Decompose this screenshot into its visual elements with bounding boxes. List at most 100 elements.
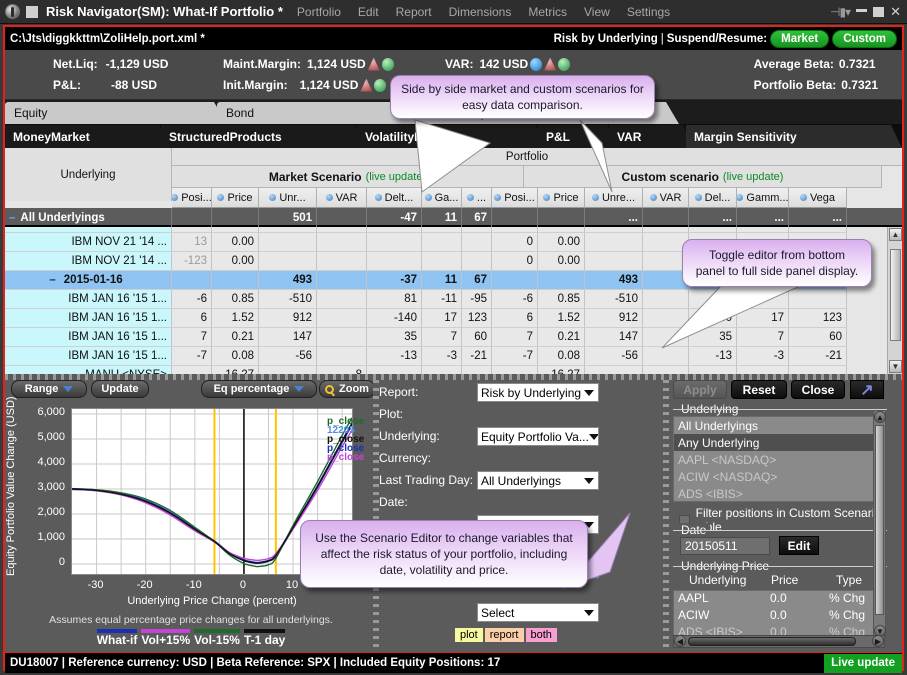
expand-panel-icon[interactable]: ↗ (850, 380, 884, 399)
panel-drag-handle[interactable] (5, 374, 902, 380)
scroll-thumb[interactable] (890, 249, 901, 341)
table-vertical-scrollbar[interactable]: ▲ ▼ (887, 227, 902, 374)
column-header-custom-13[interactable]: Vega (789, 188, 847, 208)
report-tab-bar[interactable]: MoneyMarket StructuredProducts Volatilit… (5, 124, 902, 148)
plot-select[interactable]: Equity Portfolio Va... (477, 427, 599, 446)
menu-item-view[interactable]: View (584, 4, 610, 19)
column-header-custom-8[interactable]: Price (538, 188, 585, 208)
list-item[interactable]: All Underlyings (674, 417, 875, 434)
row-label-cell[interactable]: IBM NOV 21 '14 ... (5, 227, 172, 233)
scroll-right-arrow[interactable]: ▶ (872, 635, 884, 647)
tab-structuredproducts[interactable]: StructuredProducts (161, 125, 366, 148)
table-total-row[interactable]: – All Underlyings 501 -47 11 67............ (5, 208, 902, 227)
menu-item-portfolio[interactable]: Portfolio (296, 4, 341, 19)
scenario-date-input[interactable]: 20150511 (680, 537, 770, 555)
warning-icon[interactable] (544, 57, 557, 71)
underlying-select[interactable]: All Underlyings (477, 471, 599, 490)
scroll-down-arrow[interactable]: ▼ (889, 360, 902, 373)
apply-button[interactable]: Apply (673, 380, 727, 399)
column-header-market-1[interactable]: Price (212, 188, 259, 208)
table-row[interactable]: IBM NOV 21 '14 ... 13 0.00 0 0.00 (5, 233, 885, 252)
underlying-price-table[interactable]: AAPL 0.0 % Chg ACIW 0.0 % Chg ADS <IBIS>… (673, 590, 876, 636)
warning-icon[interactable] (360, 78, 373, 92)
menu-item-settings[interactable]: Settings (626, 4, 671, 19)
column-header-underlying[interactable]: Underlying (5, 148, 172, 201)
tab-pnl[interactable]: P&L (538, 125, 618, 148)
list-item[interactable]: ADS <IBIS> (674, 485, 875, 501)
underlying-listbox[interactable]: All Underlyings Any Underlying AAPL <NAS… (673, 416, 876, 502)
table-row[interactable]: IBM JAN 16 '15 1... -7 0.08 -56 -13 -3 -21 -7 0.… (5, 347, 885, 366)
table-row[interactable]: ACIW 0.0 % Chg (674, 608, 875, 625)
recycle-icon[interactable] (374, 78, 387, 92)
plot-pill-button[interactable]: plot (455, 628, 483, 642)
eq-percentage-dropdown[interactable]: Eq percentage (201, 380, 317, 398)
close-icon[interactable]: ✕ (890, 3, 901, 19)
info-icon[interactable] (530, 57, 543, 71)
row-label-cell[interactable]: IBM JAN 16 '15 1... (5, 309, 172, 328)
row-label-cell[interactable]: IBM NOV 21 '14 ... (5, 233, 172, 252)
reset-button[interactable]: Reset (731, 380, 787, 399)
column-header-custom-11[interactable]: Del... (689, 188, 737, 208)
warning-icon[interactable] (367, 57, 380, 71)
column-header-market-0[interactable]: Posi... (172, 188, 212, 208)
column-header-custom-7[interactable]: Posi... (492, 188, 538, 208)
live-update-badge[interactable]: Live update (824, 653, 902, 673)
both-pill-button[interactable]: both (525, 628, 557, 642)
menu-item-edit[interactable]: Edit (357, 4, 379, 19)
row-label-cell[interactable]: MANU <NYSE> (5, 366, 172, 374)
scroll-thumb[interactable] (875, 425, 884, 615)
column-header-market-6[interactable]: ... (462, 188, 492, 208)
tab-margin-sensitivity[interactable]: Margin Sensitivity (686, 125, 902, 148)
scroll-left-arrow[interactable]: ◀ (674, 635, 686, 647)
custom-toggle-button[interactable]: Custom (832, 29, 897, 48)
tab-equity[interactable]: Equity (5, 102, 227, 124)
plot-report-both-buttons[interactable]: plot report both (455, 628, 557, 642)
tab-volatilityproducts[interactable]: VolatilityProducts (357, 125, 547, 148)
menu-item-metrics[interactable]: Metrics (528, 4, 568, 19)
report-select[interactable]: Risk by Underlying (477, 383, 599, 402)
collapse-icon[interactable]: – (49, 274, 56, 286)
menu-bar[interactable]: Portfolio Edit Report Dimensions Metrics… (297, 5, 670, 19)
range-dropdown-button[interactable]: Range (11, 380, 87, 398)
total-row-label[interactable]: – All Underlyings (5, 208, 172, 227)
row-label-cell[interactable]: IBM JAN 16 '15 1... (5, 328, 172, 347)
tab-var[interactable]: VAR (609, 125, 694, 148)
column-header-custom-9[interactable]: Unre... (585, 188, 643, 208)
column-header-custom-10[interactable]: VAR (643, 188, 689, 208)
scenario-panel-vertical-scrollbar[interactable]: ▲ ▼ (873, 410, 886, 638)
report-pill-button[interactable]: report (484, 628, 524, 642)
menu-item-dimensions[interactable]: Dimensions (448, 4, 512, 19)
recycle-icon[interactable] (381, 57, 394, 71)
column-header-market-5[interactable]: Ga... (422, 188, 462, 208)
date-edit-button[interactable]: Edit (779, 536, 819, 555)
list-item[interactable]: ACIW <NASDAQ> (674, 468, 875, 485)
panel-divider-right[interactable] (663, 380, 669, 648)
tab-moneymarket[interactable]: MoneyMarket (5, 125, 170, 148)
column-header-market-4[interactable]: Delt... (367, 188, 422, 208)
recycle-icon[interactable] (558, 57, 571, 71)
list-item[interactable]: Any Underlying (674, 434, 875, 451)
date-select[interactable]: Select (477, 603, 599, 622)
maximize-button[interactable] (873, 6, 885, 17)
collapse-icon[interactable]: – (9, 211, 16, 224)
menu-item-report[interactable]: Report (395, 4, 432, 19)
table-row[interactable]: MANU <NYSE> 16.27 8 16.27 (5, 366, 885, 374)
chart-plot-area[interactable] (71, 408, 353, 575)
scroll-up-arrow[interactable]: ▲ (874, 411, 886, 423)
table-row[interactable]: ADS <IBIS> 0.0 % Chg (674, 625, 875, 635)
scroll-up-arrow[interactable]: ▲ (889, 228, 902, 241)
table-row[interactable]: IBM NOV 21 '14 ... 1211.15 011.05 (5, 227, 885, 233)
table-row[interactable]: IBM JAN 16 '15 1... 7 0.21 147 35 7 60 7 0.21 147… (5, 328, 885, 347)
scroll-thumb[interactable] (688, 637, 856, 646)
row-label-cell[interactable]: IBM JAN 16 '15 1... (5, 290, 172, 309)
table-row[interactable]: AAPL 0.0 % Chg (674, 591, 875, 608)
row-label-cell[interactable]: IBM NOV 21 '14 ... (5, 252, 172, 271)
minimize-button[interactable] (856, 9, 868, 12)
market-toggle-button[interactable]: Market (770, 29, 830, 48)
list-item[interactable]: AAPL <NASDAQ> (674, 451, 875, 468)
row-label-cell[interactable]: –2015-01-16 (5, 271, 172, 290)
update-button[interactable]: Update (91, 380, 149, 398)
tab-bond[interactable]: Bond (217, 102, 439, 124)
close-button[interactable]: Close (791, 380, 845, 399)
table-row[interactable]: IBM JAN 16 '15 1... 6 1.52 912 -140 17 123 6 1.5… (5, 309, 885, 328)
